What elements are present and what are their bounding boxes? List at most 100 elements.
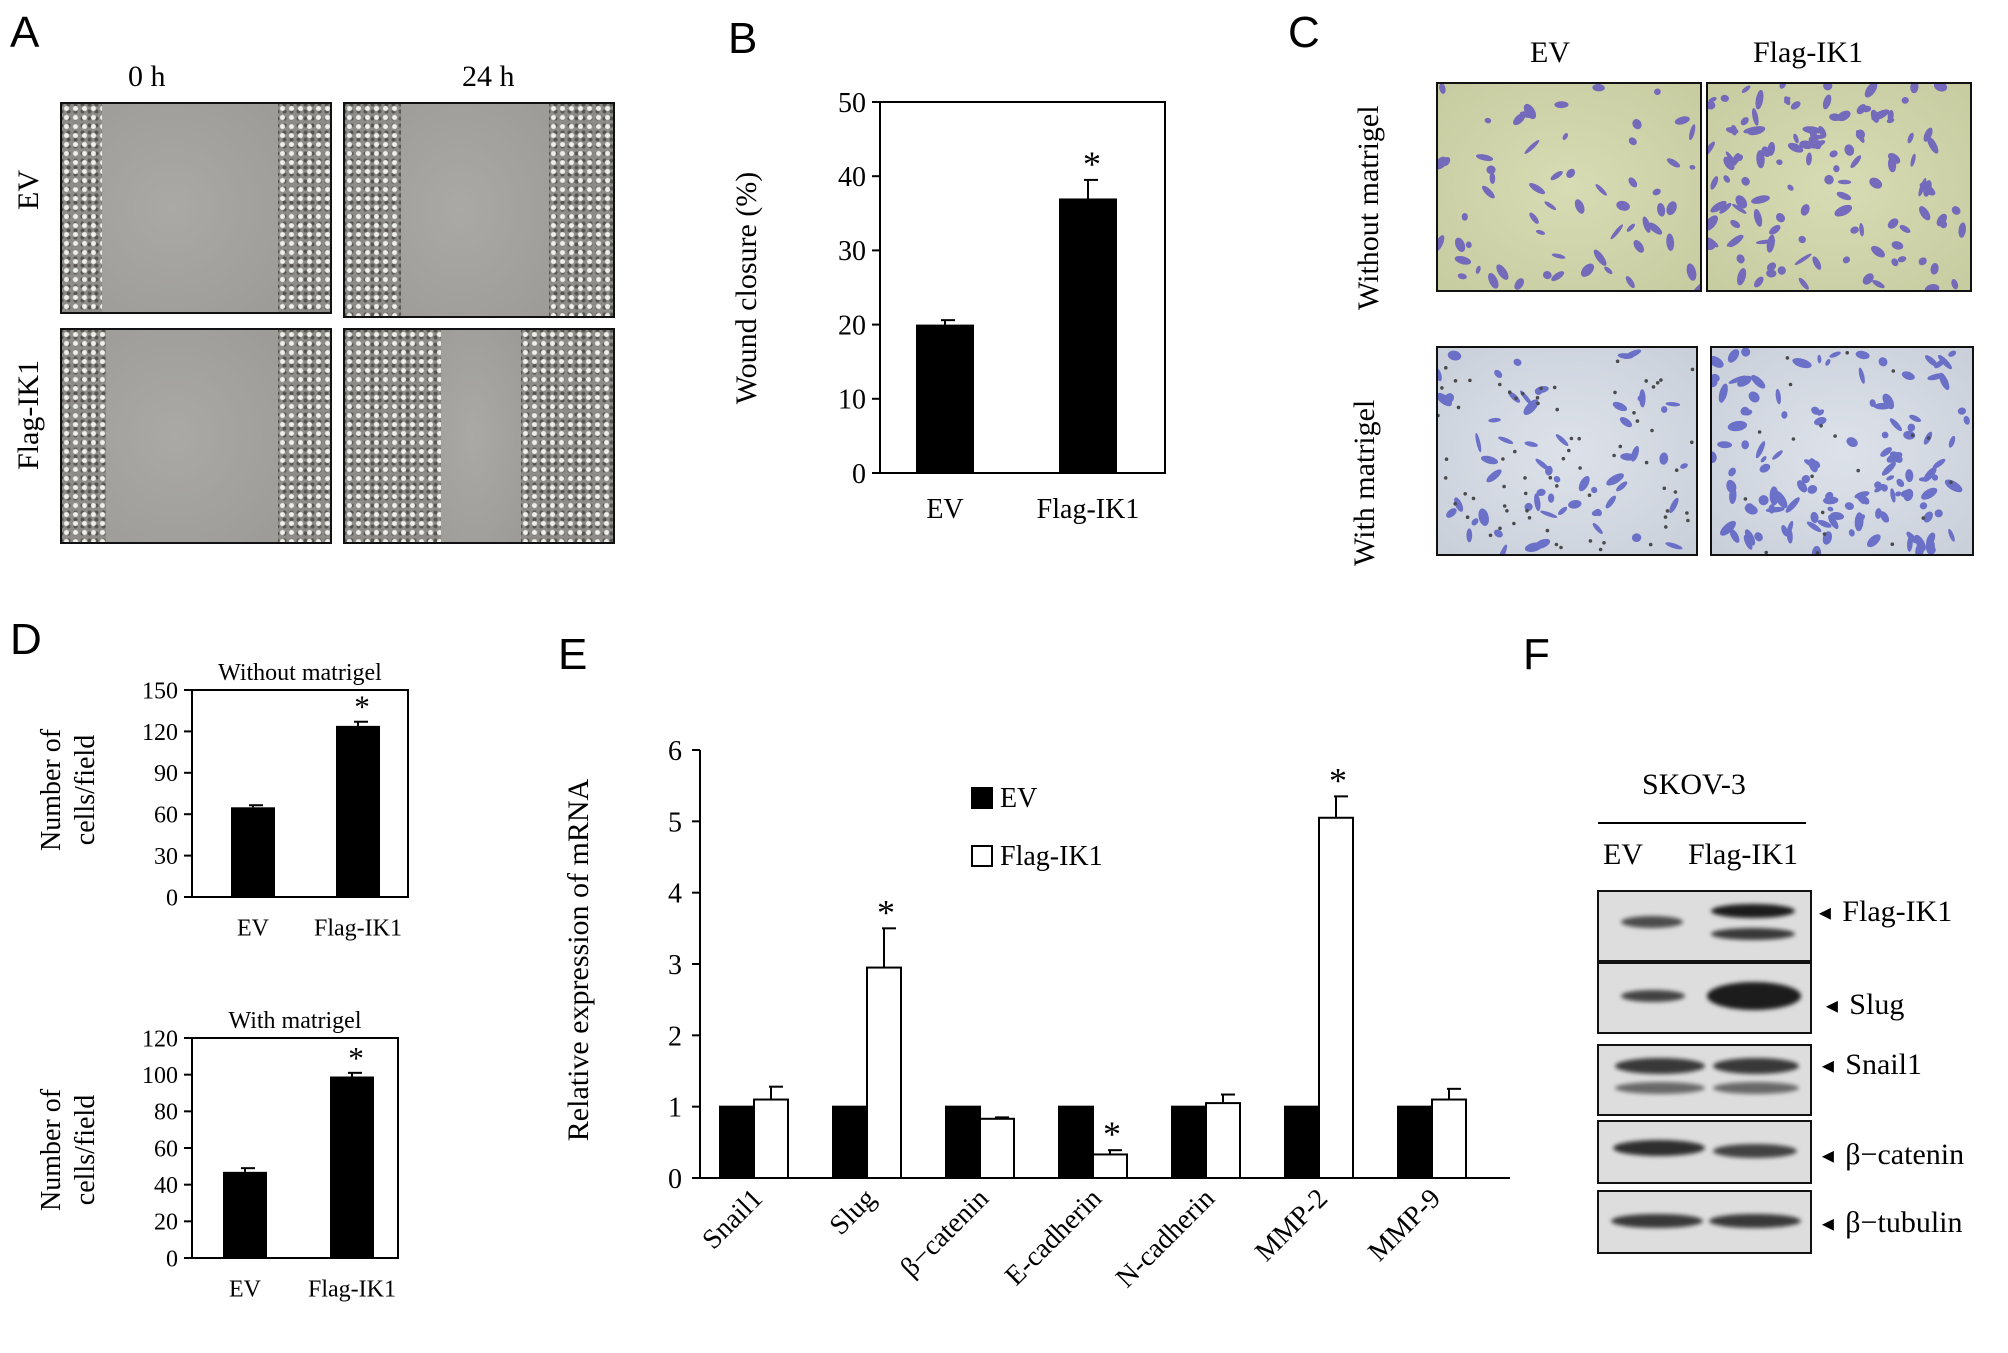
blot-strip-slug	[1597, 962, 1812, 1034]
stained-cell	[1666, 158, 1681, 168]
membrane-pore	[1845, 351, 1849, 355]
stained-cell	[1669, 497, 1679, 514]
stained-cell	[1708, 215, 1718, 231]
stained-cell	[1630, 445, 1640, 462]
y-tick-label: 2	[668, 1021, 682, 1052]
stained-cell	[1881, 431, 1889, 439]
stained-cell	[1951, 206, 1961, 215]
membrane-pore	[1535, 395, 1540, 400]
stained-cell	[1632, 118, 1642, 130]
stained-cell	[1729, 528, 1740, 543]
stained-cell	[1720, 520, 1736, 536]
membrane-pore	[1613, 390, 1617, 395]
membrane-pore	[1891, 369, 1896, 373]
stained-cell	[1524, 542, 1543, 552]
band-label-beta-tubulin: ◄ β−tubulin	[1818, 1206, 1962, 1240]
stained-cell	[1625, 276, 1635, 289]
chart-d-bottom: 0 20 40 60 80 100 120 EV * Flag-IK1 With matrigel N…	[36, 1008, 399, 1302]
stained-cell	[1748, 391, 1760, 403]
membrane-pore	[1926, 436, 1931, 440]
bar	[1431, 1098, 1467, 1179]
x-tick-label: N-cadherin	[1110, 1183, 1221, 1294]
stained-cell	[1544, 201, 1557, 211]
stained-cell	[1924, 284, 1940, 290]
stained-cell	[1666, 233, 1675, 251]
stained-cell	[1801, 474, 1810, 484]
stained-cell	[1755, 89, 1764, 110]
y-axis-label-line2: cells/field	[70, 1095, 101, 1205]
band-label-text: β−catenin	[1845, 1138, 1965, 1171]
stained-cell	[1746, 503, 1754, 509]
membrane-pore	[1453, 379, 1458, 383]
wound-image-flag-ik1-24h	[343, 328, 615, 544]
stained-cell	[1837, 110, 1851, 122]
stained-cell	[1708, 141, 1715, 158]
band-label-text: Flag-IK1	[1842, 895, 1953, 928]
stained-cell	[1918, 477, 1927, 482]
legend-label: Flag-IK1	[1000, 841, 1103, 872]
membrane-pore	[1488, 533, 1493, 538]
stained-cell	[1907, 132, 1914, 144]
chart-d-top: 0 30 60 90 120 150 EV * Flag-IK1 Without matrigel…	[36, 660, 409, 941]
stained-cell	[1939, 220, 1948, 229]
panel-letter-b: B	[728, 14, 758, 63]
stained-cell	[1619, 417, 1633, 428]
stained-cell	[1736, 254, 1745, 264]
membrane-pore	[1561, 456, 1566, 461]
stained-cell	[1891, 241, 1904, 250]
stained-cell	[1708, 101, 1716, 110]
stained-cell	[1438, 392, 1452, 407]
stained-cell	[1593, 249, 1607, 266]
stained-cell	[1793, 133, 1799, 144]
stained-cell	[1848, 529, 1855, 537]
membrane-pore	[1587, 493, 1592, 497]
row-label-ev: EV	[12, 170, 45, 210]
stained-cell	[1850, 155, 1862, 169]
y-tick-label: 120	[142, 720, 178, 746]
stained-cell	[1686, 263, 1697, 281]
membrane-pore	[1502, 484, 1506, 489]
stained-cell	[1963, 415, 1970, 425]
membrane-pore	[1655, 381, 1660, 385]
wound-image-flag-ik1-0h	[60, 328, 332, 544]
bar	[719, 1105, 755, 1179]
membrane-pore	[1910, 433, 1915, 438]
stained-cell	[1794, 253, 1812, 265]
stained-cell	[1807, 484, 1818, 494]
significance-mark: *	[348, 1041, 364, 1076]
stained-cell	[1837, 179, 1852, 185]
stained-cell	[1514, 278, 1525, 290]
stained-cell	[1834, 204, 1853, 217]
stained-cell	[1905, 469, 1914, 483]
stained-cell	[1784, 96, 1791, 106]
y-tick-label: 3	[668, 950, 682, 981]
stained-cell	[1870, 109, 1880, 123]
stained-cell	[1555, 434, 1569, 447]
legend-swatch	[971, 787, 993, 809]
stained-cell	[1921, 487, 1938, 500]
bar	[866, 966, 902, 1179]
stained-cell	[1897, 256, 1907, 263]
membrane-pore	[1618, 444, 1623, 449]
stained-cell	[1447, 350, 1462, 361]
membrane-pore	[1463, 492, 1467, 496]
y-axis-label: Wound closure (%)	[730, 172, 763, 405]
membrane-pore	[1440, 386, 1444, 390]
stained-cell	[1886, 118, 1895, 124]
stained-cell	[1769, 224, 1781, 235]
lane-label-flag-ik1: Flag-IK1	[1688, 838, 1798, 871]
stained-cell	[1727, 349, 1740, 363]
stained-cell	[1754, 532, 1763, 542]
significance-mark: *	[1083, 144, 1101, 184]
stained-cell	[1591, 486, 1598, 494]
stained-cell	[1889, 418, 1902, 432]
stained-cell	[1846, 437, 1858, 448]
membrane-pore	[1785, 356, 1790, 360]
stained-cell	[1712, 373, 1720, 382]
membrane-pore	[1444, 457, 1449, 461]
stained-cell	[1792, 358, 1812, 369]
membrane-pore	[1673, 490, 1678, 494]
stained-cell	[1903, 430, 1916, 440]
stained-cell	[1542, 271, 1552, 280]
stained-cell	[1933, 84, 1948, 92]
